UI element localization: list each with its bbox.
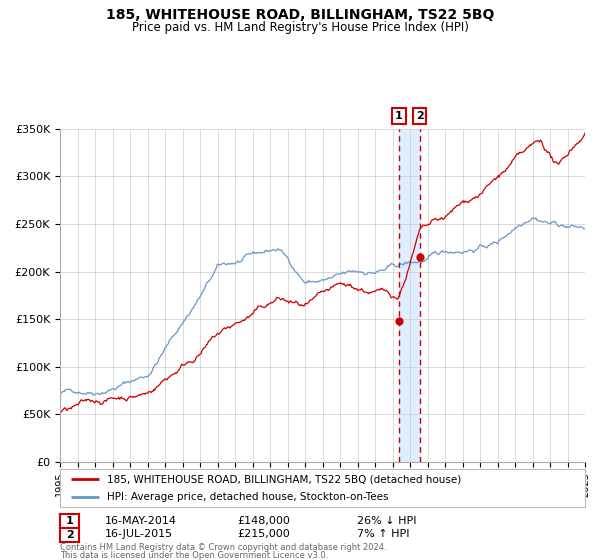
- Text: 185, WHITEHOUSE ROAD, BILLINGHAM, TS22 5BQ (detached house): 185, WHITEHOUSE ROAD, BILLINGHAM, TS22 5…: [107, 474, 461, 484]
- Text: 1: 1: [395, 111, 403, 121]
- Text: £148,000: £148,000: [237, 516, 290, 526]
- Text: 7% ↑ HPI: 7% ↑ HPI: [357, 529, 409, 539]
- Text: 16-MAY-2014: 16-MAY-2014: [105, 516, 177, 526]
- Text: 185, WHITEHOUSE ROAD, BILLINGHAM, TS22 5BQ: 185, WHITEHOUSE ROAD, BILLINGHAM, TS22 5…: [106, 8, 494, 22]
- Text: Price paid vs. HM Land Registry's House Price Index (HPI): Price paid vs. HM Land Registry's House …: [131, 21, 469, 34]
- Text: 16-JUL-2015: 16-JUL-2015: [105, 529, 173, 539]
- Point: [415, 253, 424, 262]
- Text: HPI: Average price, detached house, Stockton-on-Tees: HPI: Average price, detached house, Stoc…: [107, 492, 389, 502]
- Text: 26% ↓ HPI: 26% ↓ HPI: [357, 516, 416, 526]
- Bar: [399, 129, 419, 462]
- Text: 2: 2: [66, 530, 73, 539]
- Text: £215,000: £215,000: [237, 529, 290, 539]
- Point: [394, 316, 404, 325]
- Text: 1: 1: [66, 516, 73, 526]
- Text: This data is licensed under the Open Government Licence v3.0.: This data is licensed under the Open Gov…: [60, 551, 328, 560]
- Text: Contains HM Land Registry data © Crown copyright and database right 2024.: Contains HM Land Registry data © Crown c…: [60, 543, 386, 552]
- Text: 2: 2: [416, 111, 424, 121]
